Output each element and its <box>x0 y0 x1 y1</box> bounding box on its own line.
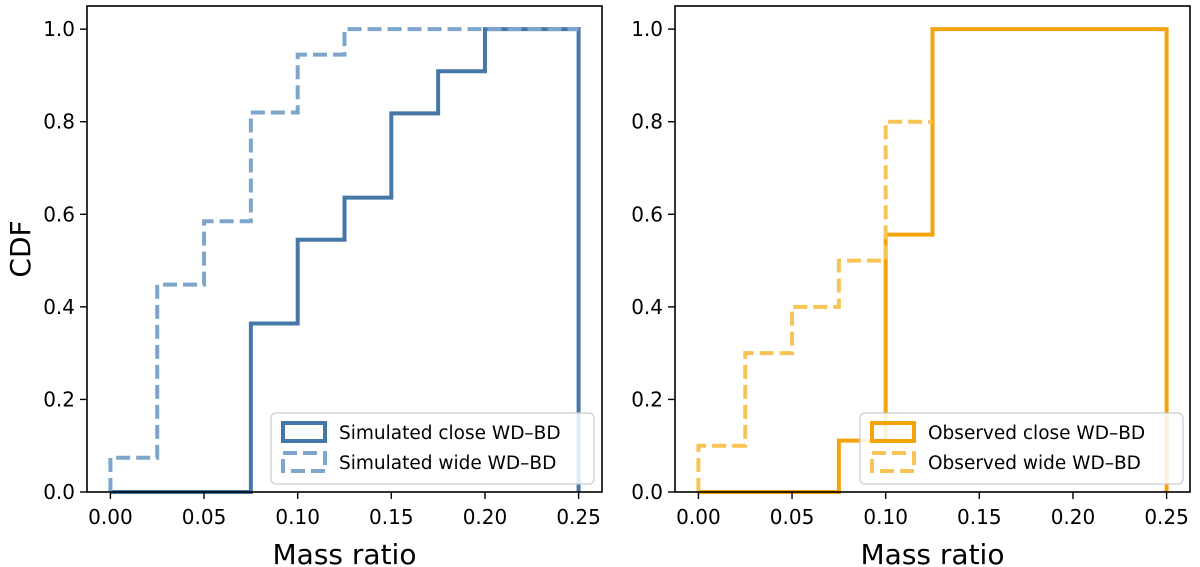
legend: Observed close WD–BD Observed wide WD–BD <box>859 412 1184 485</box>
x-tick-label: 0.25 <box>556 505 601 529</box>
series-wide-step-line <box>108 27 579 492</box>
x-tick-label: 0.10 <box>275 505 320 529</box>
y-tick-label: 0.2 <box>631 387 663 411</box>
legend-label-wide: Simulated wide WD–BD <box>339 453 556 474</box>
x-tick-label: 0.20 <box>1051 505 1096 529</box>
y-tick-label: 0.6 <box>631 202 663 226</box>
legend-swatch-wide <box>281 451 327 473</box>
right-panel: 0.00 0.05 0.10 0.15 0.20 0.25 0.0 0.2 0.4 0.6 0.8 1… <box>631 5 1191 567</box>
y-tick-label: 0.0 <box>43 480 75 504</box>
x-tick-label: 0.15 <box>957 505 1002 529</box>
y-tick-label: 0.8 <box>631 110 663 134</box>
x-tick-label: 0.15 <box>369 505 414 529</box>
legend: Simulated close WD–BD Simulated wide WD–B… <box>270 412 595 485</box>
y-tick-label: 0.4 <box>631 295 663 319</box>
legend-label-close: Observed close WD–BD <box>928 423 1145 444</box>
legend-swatch-wide <box>870 451 916 473</box>
y-axis-label: CDF <box>4 220 37 277</box>
x-tick-label: 0.25 <box>1144 505 1189 529</box>
x-axis-label: Mass ratio <box>861 538 1005 567</box>
y-tick-label: 0.6 <box>43 202 75 226</box>
axes-frame <box>674 5 1191 493</box>
y-tick-label: 0.4 <box>43 295 75 319</box>
legend-label-close: Simulated close WD–BD <box>339 423 561 444</box>
x-axis-label: Mass ratio <box>273 538 417 567</box>
x-tick-label: 0.05 <box>770 505 815 529</box>
y-tick-label: 0.2 <box>43 387 75 411</box>
series-close-step-line <box>110 27 581 494</box>
legend-swatch-close <box>281 421 327 443</box>
y-tick-label: 1.0 <box>43 17 75 41</box>
y-tick-label: 0.0 <box>631 480 663 504</box>
series-wide-step-line <box>696 119 933 492</box>
axes-frame <box>86 5 603 493</box>
y-tick-label: 1.0 <box>631 17 663 41</box>
left-panel: 0.00 0.05 0.10 0.15 0.20 0.25 0.0 0.2 0.4 0.6 0.8 1… <box>4 5 603 567</box>
x-tick-label: 0.05 <box>182 505 227 529</box>
legend-swatch-close <box>870 421 916 443</box>
legend-label-wide: Observed wide WD–BD <box>928 453 1141 474</box>
x-tick-label: 0.00 <box>88 505 133 529</box>
x-tick-label: 0.00 <box>676 505 721 529</box>
legend-box <box>270 412 595 485</box>
legend-box <box>859 412 1184 485</box>
y-tick-label: 0.8 <box>43 110 75 134</box>
x-tick-label: 0.10 <box>863 505 908 529</box>
x-tick-label: 0.20 <box>463 505 508 529</box>
